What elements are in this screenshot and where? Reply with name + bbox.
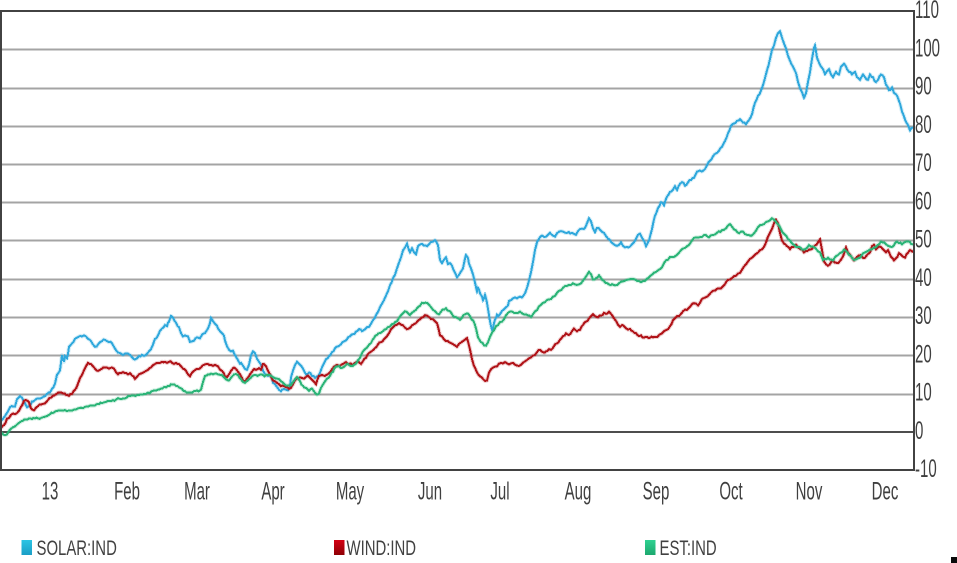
svg-text:90: 90	[915, 73, 932, 101]
svg-text:EST:IND: EST:IND	[660, 536, 717, 559]
svg-text:13: 13	[42, 478, 59, 506]
svg-text:Feb: Feb	[114, 478, 140, 506]
svg-text:30: 30	[915, 302, 932, 330]
svg-text:40: 40	[915, 264, 932, 292]
svg-text:Jun: Jun	[418, 478, 442, 506]
svg-text:70: 70	[915, 149, 932, 177]
svg-text:Nov: Nov	[796, 478, 823, 506]
svg-text:20: 20	[915, 341, 932, 369]
svg-text:Dec: Dec	[872, 478, 899, 506]
svg-text:Apr: Apr	[261, 478, 284, 506]
svg-text:110: 110	[915, 0, 939, 24]
svg-text:Oct: Oct	[719, 478, 743, 506]
svg-text:80: 80	[915, 111, 932, 139]
svg-text:May: May	[336, 478, 365, 506]
svg-text:10: 10	[915, 379, 932, 407]
svg-text:Aug: Aug	[565, 478, 592, 506]
svg-text:Sep: Sep	[643, 478, 670, 506]
svg-text:Jul: Jul	[490, 478, 509, 506]
svg-text:0: 0	[915, 417, 923, 445]
svg-text:50: 50	[915, 226, 932, 254]
svg-text:60: 60	[915, 187, 932, 215]
svg-text:SOLAR:IND: SOLAR:IND	[37, 536, 117, 559]
svg-text:WIND:IND: WIND:IND	[347, 536, 417, 559]
svg-text:Mar: Mar	[184, 478, 210, 506]
svg-text:100: 100	[915, 35, 940, 63]
svg-text:-10: -10	[915, 455, 937, 483]
